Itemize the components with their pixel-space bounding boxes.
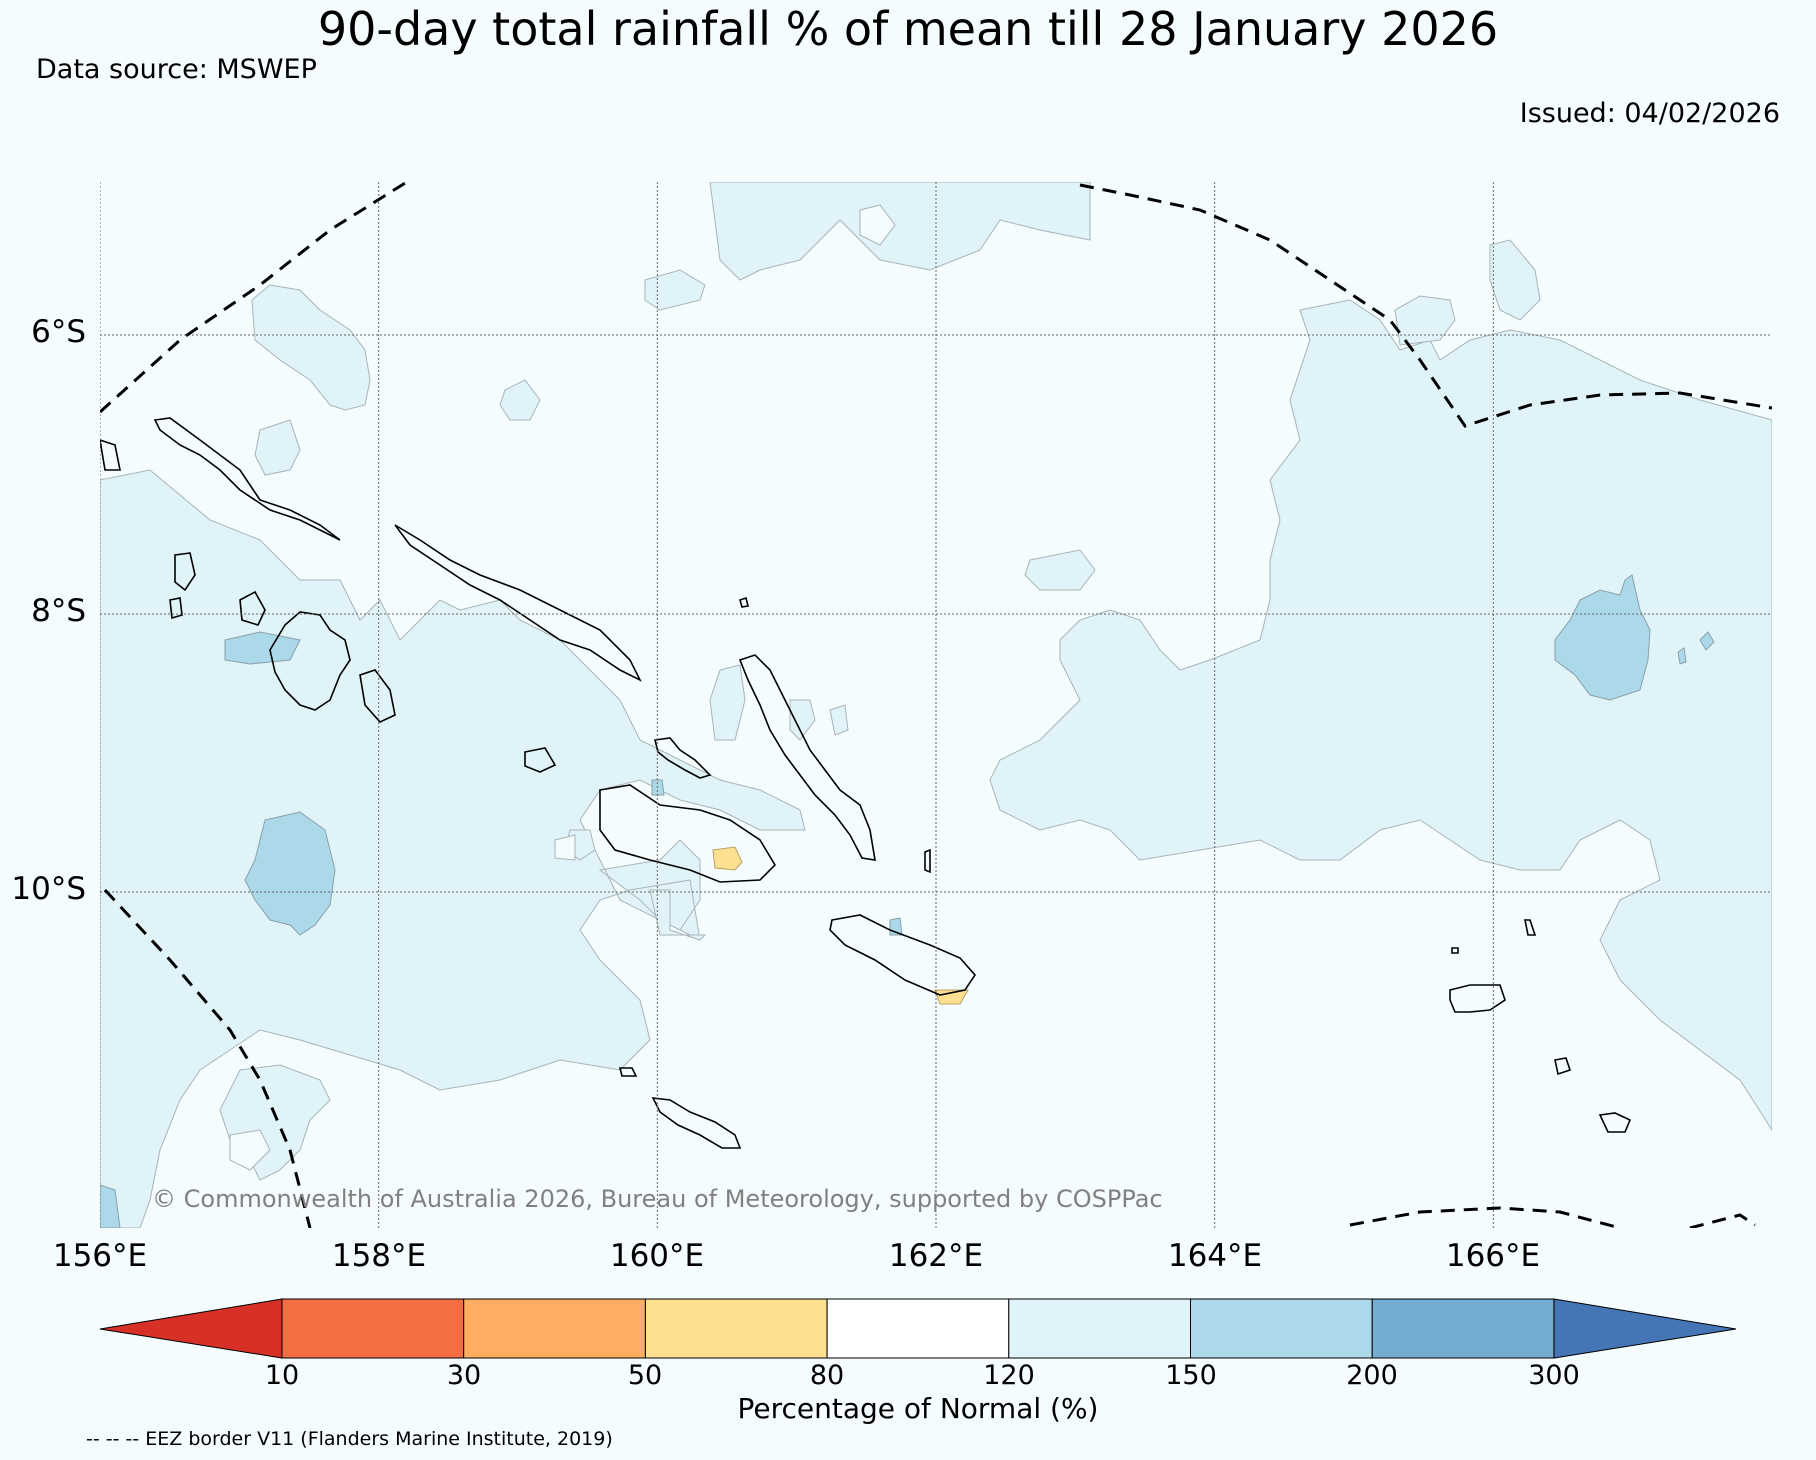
colorbar-tick-150: 150 bbox=[1165, 1360, 1217, 1391]
colorbar-cell bbox=[1371, 1298, 1555, 1359]
colorbar bbox=[99, 1298, 1737, 1359]
lat-label-6s: 6°S bbox=[31, 314, 86, 350]
eez-legend-note: -- -- -- EEZ border V11 (Flanders Marine… bbox=[86, 1428, 613, 1450]
colorbar-tick-200: 200 bbox=[1346, 1360, 1398, 1391]
lon-label-166e: 166°E bbox=[1445, 1238, 1541, 1274]
colorbar-cell bbox=[644, 1298, 828, 1359]
colorbar-cell bbox=[1008, 1298, 1191, 1359]
colorbar-cell bbox=[1190, 1298, 1373, 1359]
eez-borders bbox=[100, 182, 1772, 1228]
rain-50-80-regions bbox=[712, 846, 969, 1005]
colorbar-cells bbox=[281, 1298, 1555, 1359]
colorbar-tick-50: 50 bbox=[627, 1360, 663, 1391]
colorbar-tick-300: 300 bbox=[1528, 1360, 1580, 1391]
colorbar-label: Percentage of Normal (%) bbox=[737, 1392, 1099, 1425]
colorbar-cell bbox=[281, 1298, 465, 1359]
island-coastlines bbox=[100, 417, 1632, 1149]
colorbar-cell bbox=[826, 1298, 1010, 1359]
rain-80-120-regions bbox=[229, 204, 896, 1171]
colorbar-under-arrow bbox=[99, 1298, 283, 1359]
colorbar-tick-120: 120 bbox=[983, 1360, 1035, 1391]
rainfall-map bbox=[100, 182, 1772, 1228]
copyright-notice: © Commonwealth of Australia 2026, Bureau… bbox=[152, 1185, 1163, 1213]
map-title: 90-day total rainfall % of mean till 28 … bbox=[317, 2, 1499, 56]
lon-label-160e: 160°E bbox=[609, 1238, 705, 1274]
colorbar-cell bbox=[463, 1298, 646, 1359]
colorbar-tick-10: 10 bbox=[264, 1360, 300, 1391]
issued-date: Issued: 04/02/2026 bbox=[1519, 98, 1780, 129]
graticule bbox=[100, 182, 1772, 1228]
lon-label-158e: 158°E bbox=[331, 1238, 427, 1274]
colorbar-over-arrow bbox=[1553, 1298, 1737, 1359]
lat-label-8s: 8°S bbox=[31, 593, 86, 629]
lon-label-164e: 164°E bbox=[1167, 1238, 1263, 1274]
lon-label-156e: 156°E bbox=[52, 1238, 148, 1274]
colorbar-tick-80: 80 bbox=[809, 1360, 845, 1391]
lat-label-10s: 10°S bbox=[11, 871, 86, 907]
lon-label-162e: 162°E bbox=[888, 1238, 984, 1274]
rain-150-200-regions bbox=[100, 574, 1715, 1228]
data-source: Data source: MSWEP bbox=[36, 54, 317, 85]
colorbar-tick-30: 30 bbox=[446, 1360, 482, 1391]
